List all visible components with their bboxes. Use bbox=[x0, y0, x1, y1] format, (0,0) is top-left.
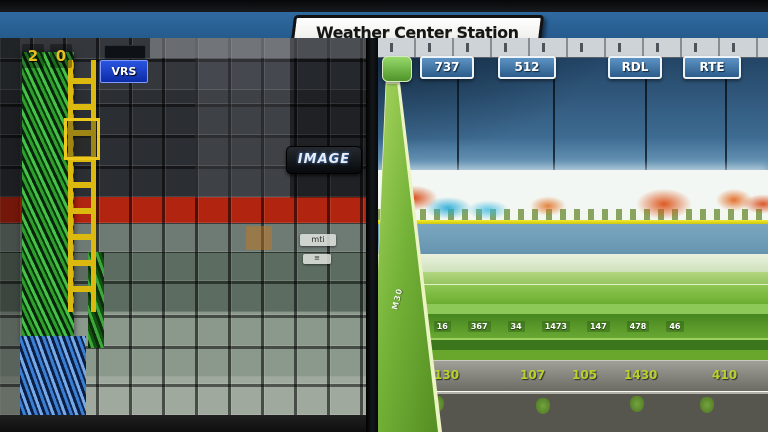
column-header-strip bbox=[378, 38, 768, 58]
tick-label: 46 bbox=[666, 320, 684, 332]
status-value-4: 1430 bbox=[624, 368, 658, 382]
mini-label-chip-b: ≡ bbox=[303, 254, 331, 264]
grid-mid-tint bbox=[195, 38, 290, 198]
tick-label: 1473 bbox=[541, 320, 570, 332]
field-row-base bbox=[378, 350, 768, 360]
sky-haze bbox=[378, 138, 768, 174]
tick-label: 16 bbox=[433, 320, 451, 332]
status-value-3: 105 bbox=[572, 368, 598, 382]
orange-highlight-cell bbox=[246, 226, 272, 250]
marker-line-4 bbox=[722, 78, 730, 181]
window-top-strip bbox=[0, 0, 768, 14]
tab-button-1[interactable]: 737 bbox=[420, 56, 474, 79]
yellow-selection-box bbox=[64, 118, 100, 160]
green-drip-3 bbox=[630, 396, 644, 412]
lcd-display-icon bbox=[104, 45, 146, 59]
mini-label-chip-a: mti bbox=[300, 234, 336, 246]
marker-line-1 bbox=[454, 78, 462, 181]
field-row-mid bbox=[378, 304, 768, 314]
green-drip-4 bbox=[700, 397, 714, 413]
grid-dark-tint bbox=[290, 38, 366, 198]
title-bar[interactable]: Weather Center Station bbox=[0, 12, 768, 50]
field-row-pale bbox=[378, 254, 768, 272]
field-row-light bbox=[378, 272, 768, 284]
field-row-bright bbox=[378, 284, 768, 304]
tick-label: 147 bbox=[586, 320, 610, 332]
tick-label: 367 bbox=[467, 320, 491, 332]
green-drip-2 bbox=[536, 398, 550, 414]
status-value-1: 130 bbox=[434, 368, 460, 382]
image-button[interactable]: IMAGE bbox=[286, 146, 362, 174]
tick-label: 34 bbox=[507, 320, 525, 332]
right-view-panel: 737 512 RDL RTE 146 16 367 34 1473 147 4… bbox=[378, 38, 768, 432]
lower-tray bbox=[378, 392, 768, 432]
field-row-dark bbox=[378, 338, 768, 350]
left-panel-bottom-strip bbox=[0, 415, 366, 432]
yellow-scale-ladder bbox=[68, 60, 96, 312]
tick-label: 478 bbox=[626, 320, 650, 332]
marker-line-3 bbox=[642, 78, 650, 181]
status-value-2: 107 bbox=[520, 368, 546, 382]
horizon-yellow-line bbox=[378, 220, 768, 224]
status-value-5: 410 bbox=[712, 368, 738, 382]
left-grid-panel: 2 0 VRS IMAGE mti ≡ bbox=[0, 38, 366, 415]
vrs-button[interactable]: VRS bbox=[100, 60, 148, 83]
tab-button-2[interactable]: 512 bbox=[498, 56, 556, 79]
blue-waveform-trace bbox=[20, 336, 86, 415]
corner-digit-1: 2 bbox=[22, 44, 44, 68]
corner-digit-2: 0 bbox=[50, 44, 72, 68]
grid-left-edge-tint bbox=[0, 38, 20, 415]
tick-label-row: 146 16 367 34 1473 147 478 46 bbox=[378, 314, 768, 338]
panel-divider bbox=[366, 38, 378, 432]
tab-button-3[interactable]: RDL bbox=[608, 56, 662, 79]
grid-header-tint bbox=[150, 38, 366, 58]
anomaly-heat-band bbox=[378, 170, 768, 220]
tab-button-4[interactable]: RTE bbox=[683, 56, 741, 79]
water-band bbox=[378, 224, 768, 254]
green-legend-button[interactable] bbox=[382, 56, 412, 82]
marker-line-2 bbox=[550, 78, 558, 181]
timeline-status-bar[interactable]: 130 107 105 1430 410 bbox=[378, 360, 768, 392]
green-waveform-trace bbox=[22, 52, 74, 342]
